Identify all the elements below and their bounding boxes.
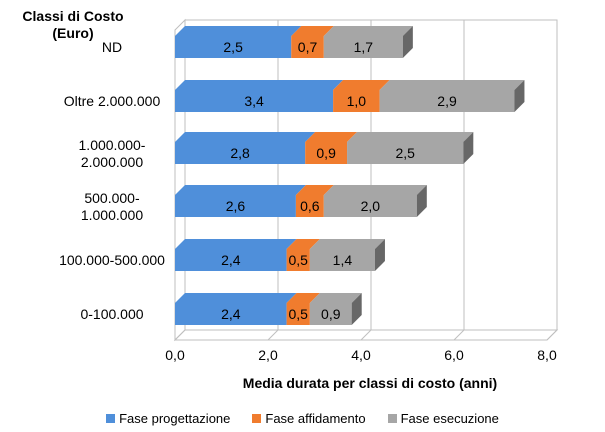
bar-top-face (286, 239, 320, 249)
x-tick-label: 8,0 (537, 347, 557, 363)
bar-side-face (351, 293, 362, 325)
legend-item-progettazione: Fase progettazione (106, 411, 230, 426)
legend-swatch-esecuzione (387, 413, 397, 423)
bar-data-label: 2,4 (221, 306, 241, 322)
bar-segment (323, 36, 403, 58)
bar-top-face (309, 239, 385, 249)
x-tick-label: 6,0 (444, 347, 464, 363)
x-gridline-floor (360, 329, 372, 341)
bar-segment (305, 142, 348, 164)
bar-top-face (286, 293, 320, 303)
x-gridline-floor (453, 329, 465, 341)
bar-data-label: 2,6 (226, 198, 246, 214)
bar-segment (379, 90, 515, 112)
x-axis-title: Media durata per classi di costo (anni) (242, 375, 498, 391)
legend-label-progettazione: Fase progettazione (119, 410, 231, 426)
x-gridline-floor (546, 329, 558, 341)
x-tick-label: 2,0 (258, 347, 278, 363)
bar-segment (286, 249, 310, 271)
bar-data-label: 0,7 (298, 39, 318, 55)
bar-data-label: 2,5 (395, 145, 415, 161)
bar-data-label: 0,9 (316, 145, 336, 161)
y-category-label: 0-100.000 (80, 306, 143, 322)
bar-top-face (295, 185, 334, 195)
bar-top-face (175, 185, 306, 195)
bar-segment (333, 90, 380, 112)
legend: Fase progettazione Fase affidamento Fase… (0, 408, 605, 428)
bar-segment (347, 142, 464, 164)
bar-data-label: 0,5 (288, 306, 308, 322)
y-category-label: 1.000.000- (79, 137, 146, 153)
bar-top-face (347, 132, 474, 142)
bar-data-label: 2,4 (221, 252, 241, 268)
bar-top-face (175, 239, 297, 249)
y-category-label: Oltre 2.000.000 (64, 93, 161, 109)
bar-top-face (175, 26, 302, 36)
y-category-label: 500.000- (84, 190, 140, 206)
bar-top-face (333, 80, 390, 90)
plot-side-wall (174, 18, 186, 342)
bar-side-face (402, 26, 413, 58)
bar-data-label: 2,0 (361, 198, 381, 214)
bar-data-label: 0,5 (288, 252, 308, 268)
bar-data-label: 3,4 (244, 93, 264, 109)
bar-top-face (309, 293, 362, 303)
y-category-label: 1.000.000 (81, 207, 143, 223)
bar-top-face (175, 293, 297, 303)
legend-item-affidamento: Fase affidamento (252, 410, 366, 426)
bar-data-label: 0,6 (300, 198, 320, 214)
bar-top-face (175, 80, 344, 90)
bar-segment (323, 195, 417, 217)
bar-segment (291, 36, 324, 58)
bar-side-face (374, 239, 385, 271)
bar-segment (175, 90, 334, 112)
legend-item-esecuzione: Fase esecuzione (387, 410, 499, 426)
bar-top-face (323, 185, 427, 195)
y-category-label: 2.000.000 (81, 154, 143, 170)
bar-side-face (463, 132, 474, 164)
x-gridline-floor (267, 329, 279, 341)
bar-segment (175, 36, 292, 58)
bar-top-face (323, 26, 413, 36)
bar-segment (175, 142, 306, 164)
x-tick-label: 0,0 (165, 347, 185, 363)
bar-data-label: 0,9 (321, 306, 341, 322)
bar-data-label: 1,4 (333, 252, 353, 268)
y-category-label: 100.000-500.000 (59, 252, 165, 268)
bar-segment (175, 195, 296, 217)
y-category-label: ND (102, 39, 122, 55)
bar-data-label: 2,5 (223, 39, 243, 55)
x-gridline-floor (174, 329, 186, 341)
bar-segment (309, 303, 352, 325)
bar-side-face (514, 80, 525, 112)
legend-swatch-affidamento (252, 413, 262, 423)
bar-top-face (305, 132, 358, 142)
bar-segment (286, 303, 310, 325)
bar-top-face (175, 132, 316, 142)
bar-top-face (379, 80, 525, 90)
legend-label-esecuzione: Fase esecuzione (400, 410, 499, 426)
bar-data-label: 1,7 (354, 39, 374, 55)
bar-side-face (416, 185, 427, 217)
x-tick-label: 4,0 (351, 347, 371, 363)
y-axis-title: Classi di Costo (Euro) (22, 8, 124, 41)
legend-swatch-progettazione (106, 413, 116, 423)
bar-top-face (291, 26, 334, 36)
bar-segment (175, 249, 287, 271)
legend-label-affidamento: Fase affidamento (265, 410, 366, 426)
bar-segment (309, 249, 375, 271)
bar-data-label: 1,0 (347, 93, 367, 109)
bar-data-label: 2,9 (437, 93, 457, 109)
bar-data-label: 2,8 (230, 145, 250, 161)
bar-segment (175, 303, 287, 325)
bar-segment (295, 195, 324, 217)
